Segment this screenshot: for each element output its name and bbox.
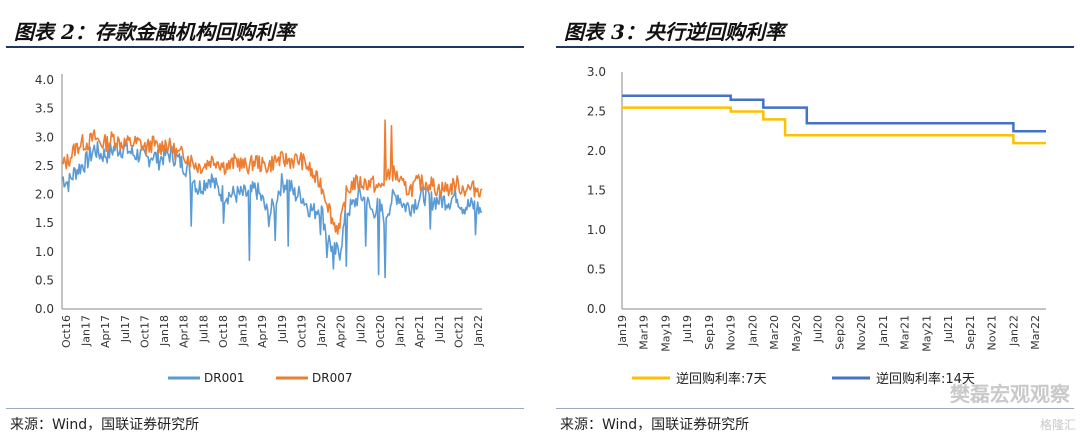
left-x-tick-label: Oct18 — [217, 315, 230, 348]
right-chart-svg: 3.0 2.5 2.0 1.5 1.0 0.5 0.0 Jan19 Mar19 May19 Jul1… — [587, 65, 1046, 387]
left-title-bar: 图表 2：存款金融机构回购利率 — [6, 10, 524, 48]
right-y-tick-label: 1.5 — [587, 184, 606, 198]
left-x-tick-label: Oct21 — [452, 315, 465, 348]
right-x-tick-label: May19 — [659, 315, 672, 352]
left-x-tick-label: Jan21 — [394, 315, 407, 347]
left-y-tick-label: 4.0 — [35, 73, 54, 87]
left-x-tick-label: Apr17 — [99, 315, 112, 348]
left-x-tick-label: Jul21 — [433, 315, 446, 343]
left-y-tick-label: 1.0 — [35, 245, 54, 259]
right-x-tick-label: Nov19 — [725, 315, 738, 350]
left-x-tick-label: Jul20 — [354, 315, 367, 343]
right-y-tick-label: 2.5 — [587, 105, 606, 119]
right-y-tick-label: 0.0 — [587, 302, 606, 316]
left-x-tick-label: Apr18 — [178, 315, 191, 348]
left-x-tick-label: Jan17 — [80, 315, 93, 347]
left-chart-panel: 图表 2：存款金融机构回购利率 4.0 3.5 3.0 2.5 2.0 1.5 1.0 0.5… — [0, 0, 530, 443]
right-legend-label: 逆回购利率:14天 — [876, 371, 975, 387]
right-legend-label: 逆回购利率:7天 — [676, 371, 767, 387]
right-chart-panel: 图表 3：央行逆回购利率 3.0 2.5 2.0 1.5 1.0 0.5 0.0 Jan19 M… — [550, 0, 1080, 443]
right-y-tick-label: 2.0 — [587, 144, 606, 158]
left-x-tick-label: Oct17 — [138, 315, 151, 348]
left-y-tick-label: 1.5 — [35, 216, 54, 230]
left-x-tick-label: Jul17 — [119, 315, 132, 343]
right-x-tick-label: Sep20 — [833, 315, 846, 350]
right-source-note: 来源：Wind，国联证券研究所 — [560, 417, 750, 433]
right-x-tick-label: Jan19 — [616, 315, 629, 347]
right-x-tick-label: Mar21 — [899, 315, 912, 350]
right-x-tick-label: Jul21 — [942, 315, 955, 343]
left-source-divider — [6, 408, 524, 409]
right-source-divider — [556, 408, 1074, 409]
right-x-tick-label: Mar19 — [638, 315, 651, 350]
right-y-tick-label: 0.5 — [587, 263, 606, 277]
left-y-tick-label: 2.5 — [35, 159, 54, 173]
left-y-tick-label: 2.0 — [35, 188, 54, 202]
right-x-tick-label: Mar20 — [768, 315, 781, 350]
left-chart-svg: 4.0 3.5 3.0 2.5 2.0 1.5 1.0 0.5 0.0 Oct16 Jan17 Apr… — [35, 73, 485, 385]
left-x-tick-label: Jan20 — [315, 315, 328, 347]
right-y-tick-label: 3.0 — [587, 65, 606, 79]
right-x-tick-label: Nov21 — [986, 315, 999, 350]
left-x-tick-label: Oct19 — [295, 315, 308, 348]
right-title-bar: 图表 3：央行逆回购利率 — [556, 10, 1074, 48]
right-series-line — [622, 94, 1046, 133]
right-x-tick-label: Sep19 — [703, 315, 716, 350]
right-chart-title: 图表 3：央行逆回购利率 — [564, 20, 785, 44]
left-x-tick-label: Apr20 — [335, 315, 348, 348]
left-legend-label: DR007 — [312, 371, 352, 385]
watermark-text: 樊磊宏观观察 — [950, 382, 1070, 406]
left-chart-title: 图表 2：存款金融机构回购利率 — [14, 20, 295, 44]
right-x-tick-label: May21 — [920, 315, 933, 352]
left-x-tick-label: Apr19 — [256, 315, 269, 348]
right-x-tick-label: May20 — [790, 315, 803, 352]
left-y-tick-label: 3.5 — [35, 102, 54, 116]
right-x-tick-label: Jan22 — [1007, 315, 1020, 347]
left-x-tick-label: Jan18 — [158, 315, 171, 347]
left-y-tick-label: 0.0 — [35, 302, 54, 316]
watermark-secondary: 格隆汇 — [1039, 418, 1076, 432]
left-source-note: 来源：Wind，国联证券研究所 — [10, 417, 200, 433]
right-x-tick-label: Jan21 — [877, 315, 890, 347]
right-x-tick-label: Jan20 — [746, 315, 759, 347]
left-x-tick-label: Oct20 — [374, 315, 387, 348]
right-series-line — [622, 106, 1046, 145]
left-series-dr007-line — [61, 119, 483, 235]
left-x-tick-label: Jan22 — [472, 315, 485, 347]
left-series-dr001-line — [61, 138, 483, 279]
left-x-tick-label: Jan19 — [237, 315, 250, 347]
right-x-tick-label: Jul19 — [681, 315, 694, 343]
left-x-tick-label: Jul19 — [276, 315, 289, 343]
left-x-tick-label: Jul18 — [197, 315, 210, 343]
right-x-tick-label: Jul20 — [812, 315, 825, 343]
right-x-tick-label: Nov20 — [855, 315, 868, 350]
left-x-tick-label: Oct16 — [60, 315, 73, 348]
right-x-tick-label: Mar22 — [1029, 315, 1042, 350]
left-x-tick-label: Apr21 — [413, 315, 426, 348]
left-y-tick-label: 3.0 — [35, 130, 54, 144]
right-y-tick-label: 1.0 — [587, 223, 606, 237]
right-x-tick-label: Sep21 — [964, 315, 977, 350]
left-y-tick-label: 0.5 — [35, 273, 54, 287]
left-legend-label: DR001 — [204, 371, 244, 385]
